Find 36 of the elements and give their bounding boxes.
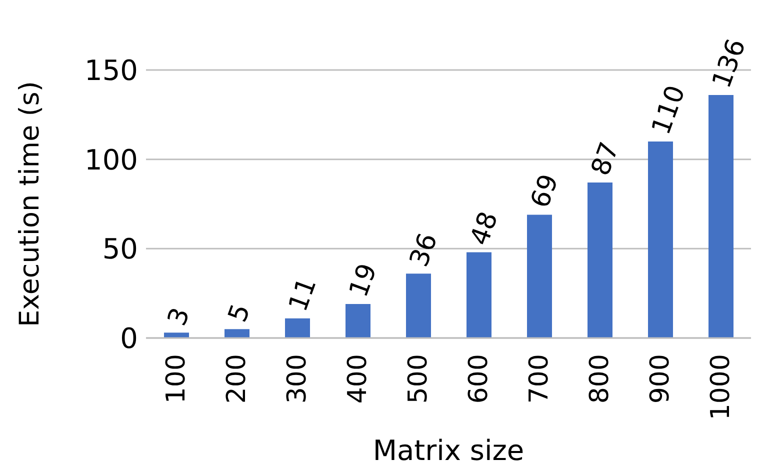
x-tick-label: 300 [282, 354, 312, 404]
data-label: 110 [646, 82, 692, 139]
data-label: 136 [706, 35, 752, 92]
bar [164, 332, 189, 338]
data-label: 19 [344, 260, 384, 302]
y-tick-label: 50 [102, 232, 138, 266]
bar [527, 214, 552, 338]
x-tick-label: 100 [161, 354, 192, 404]
x-tick-label: 200 [222, 354, 252, 404]
x-tick-label: 500 [403, 354, 434, 404]
y-tick-label: 150 [84, 54, 138, 87]
x-tick-label: 400 [342, 354, 373, 404]
bar [285, 318, 310, 338]
x-tick-label: 1000 [706, 354, 736, 420]
data-label: 87 [586, 138, 626, 180]
bar [648, 141, 673, 338]
bar [466, 252, 492, 338]
x-tick-label: 600 [464, 354, 494, 404]
y-tick-label: 0 [120, 322, 138, 355]
data-label: 48 [464, 208, 504, 250]
x-axis-title: Matrix size [372, 434, 524, 467]
data-label: 5 [222, 300, 257, 326]
x-tick-label: 900 [645, 354, 676, 404]
bar [346, 304, 370, 338]
y-axis-title: Execution time (s) [14, 81, 46, 327]
bar [406, 274, 431, 338]
x-tick-label: 700 [524, 354, 554, 404]
data-label: 3 [162, 304, 196, 330]
bar [588, 182, 612, 338]
data-label: 36 [404, 229, 444, 271]
bar [708, 95, 734, 338]
x-tick-label: 800 [584, 354, 615, 404]
data-label: 11 [283, 274, 323, 316]
bar [224, 329, 250, 338]
y-tick-label: 100 [84, 143, 138, 176]
data-label: 69 [525, 170, 565, 212]
